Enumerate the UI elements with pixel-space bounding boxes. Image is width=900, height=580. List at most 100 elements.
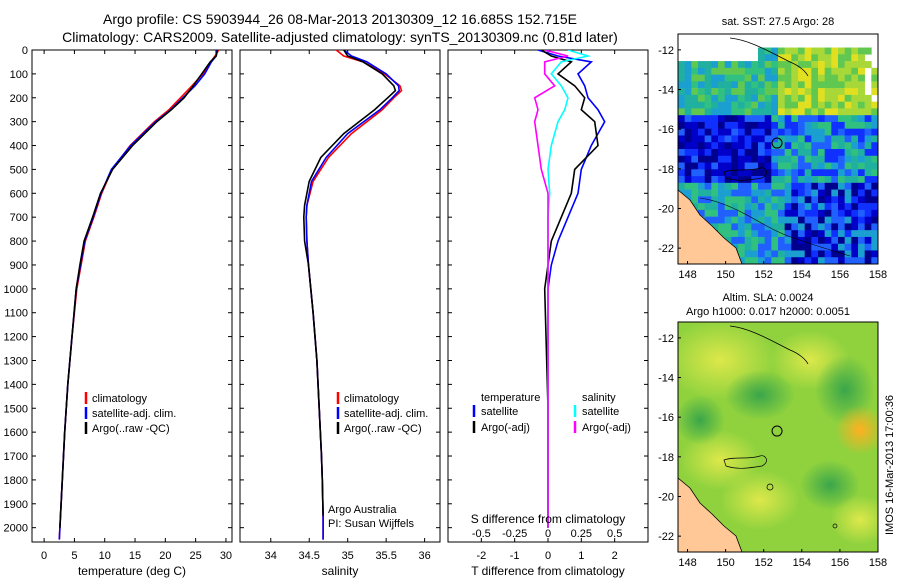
sst-cell xyxy=(844,209,852,217)
map-x-tick-label: 154 xyxy=(793,557,811,569)
sst-cell xyxy=(684,74,692,82)
sst-cell xyxy=(718,169,725,177)
y-tick-label: 1300 xyxy=(4,355,28,367)
sst-cell xyxy=(798,81,805,89)
sst-cell xyxy=(824,162,832,170)
sst-cell xyxy=(724,135,732,143)
sst-cell xyxy=(711,155,719,163)
sst-cell xyxy=(844,162,852,170)
y-tick-label: 1700 xyxy=(4,451,28,463)
sst-cell xyxy=(851,81,859,89)
sst-cell xyxy=(811,243,819,251)
sst-cell xyxy=(838,176,845,184)
sst-cell xyxy=(738,250,745,258)
sst-cell xyxy=(871,121,878,129)
sst-cell xyxy=(818,94,825,102)
sst-cell xyxy=(704,74,712,82)
sst-cell xyxy=(731,67,739,75)
sst-cell xyxy=(738,101,745,109)
sst-cell xyxy=(838,81,845,89)
y-tick-label: 0 xyxy=(22,45,28,57)
sst-cell xyxy=(804,257,812,264)
sst-cell xyxy=(778,169,785,177)
sst-cell xyxy=(704,128,712,136)
sst-cell xyxy=(724,176,732,184)
sst-cell xyxy=(711,115,719,123)
sst-cell xyxy=(804,162,812,170)
sst-cell xyxy=(844,88,852,96)
sst-cell xyxy=(864,250,872,258)
sst-cell xyxy=(864,209,872,217)
s-diff-xlabel: S difference from climatology xyxy=(471,512,626,526)
sst-cell xyxy=(871,81,878,89)
sst-cell xyxy=(844,176,852,184)
sst-cell xyxy=(804,243,812,251)
sst-cell xyxy=(764,121,772,129)
sst-cell xyxy=(704,216,712,224)
sst-cell xyxy=(724,209,732,217)
sst-cell xyxy=(724,115,732,123)
sst-cell xyxy=(864,128,872,136)
sst-cell xyxy=(804,74,812,82)
x-tick-label: 34.5 xyxy=(299,550,320,562)
sst-cell xyxy=(818,54,825,62)
sst-cell xyxy=(851,94,859,102)
sst-cell xyxy=(731,189,739,197)
legend-label-s-argo: Argo(-adj) xyxy=(582,422,631,434)
sst-cell xyxy=(758,67,765,75)
sst-cell xyxy=(718,74,725,82)
sst-cell xyxy=(731,142,739,150)
sst-cell xyxy=(758,108,765,116)
sst-cell xyxy=(818,250,825,258)
sst-cell xyxy=(818,169,825,177)
sst-cell xyxy=(678,81,685,89)
sst-cell xyxy=(858,128,865,136)
map-x-tick-label: 152 xyxy=(755,557,773,569)
sst-cell xyxy=(858,149,865,157)
sst-cell xyxy=(798,128,805,136)
sst-cell xyxy=(851,257,859,264)
map-x-tick-label: 148 xyxy=(678,269,696,281)
y-tick-label: 700 xyxy=(10,212,28,224)
sst-cell xyxy=(858,182,865,190)
sst-cell xyxy=(858,216,865,224)
sst-cell xyxy=(704,196,712,204)
sst-cell xyxy=(804,115,812,123)
sst-cell xyxy=(731,94,739,102)
sst-cell xyxy=(684,149,692,157)
sst-cell xyxy=(851,203,859,211)
sst-cell xyxy=(871,230,878,238)
sst-cell xyxy=(704,162,712,170)
sst-cell xyxy=(804,149,812,157)
sst-cell xyxy=(684,176,692,184)
sst-cell xyxy=(811,209,819,217)
sst-cell xyxy=(758,74,765,82)
sst-cell xyxy=(698,61,705,69)
x-tick-label: 35.5 xyxy=(375,550,396,562)
sst-cell xyxy=(771,94,779,102)
sst-cell xyxy=(771,196,779,204)
sst-cell xyxy=(738,216,745,224)
sst-cell xyxy=(844,74,852,82)
sst-cell xyxy=(758,230,765,238)
x-tick-label: 5 xyxy=(71,550,77,562)
sst-cell xyxy=(778,81,785,89)
sst-cell xyxy=(724,128,732,136)
map-y-tick-label: -20 xyxy=(658,491,674,503)
sst-cell xyxy=(731,223,739,231)
sst-cell xyxy=(791,108,799,116)
sst-cell xyxy=(784,81,792,89)
sst-cell xyxy=(858,108,865,116)
sst-cell xyxy=(871,169,878,177)
sst-cell xyxy=(698,162,705,170)
sst-cell xyxy=(751,176,759,184)
png-coastline xyxy=(729,325,809,365)
sst-cell xyxy=(838,115,845,123)
sst-cell xyxy=(824,128,832,136)
sla-blob xyxy=(835,405,878,455)
sst-cell xyxy=(851,182,859,190)
sst-cell xyxy=(691,196,699,204)
sst-cell xyxy=(784,61,792,69)
sst-cell xyxy=(851,216,859,224)
sst-cell xyxy=(864,142,872,150)
